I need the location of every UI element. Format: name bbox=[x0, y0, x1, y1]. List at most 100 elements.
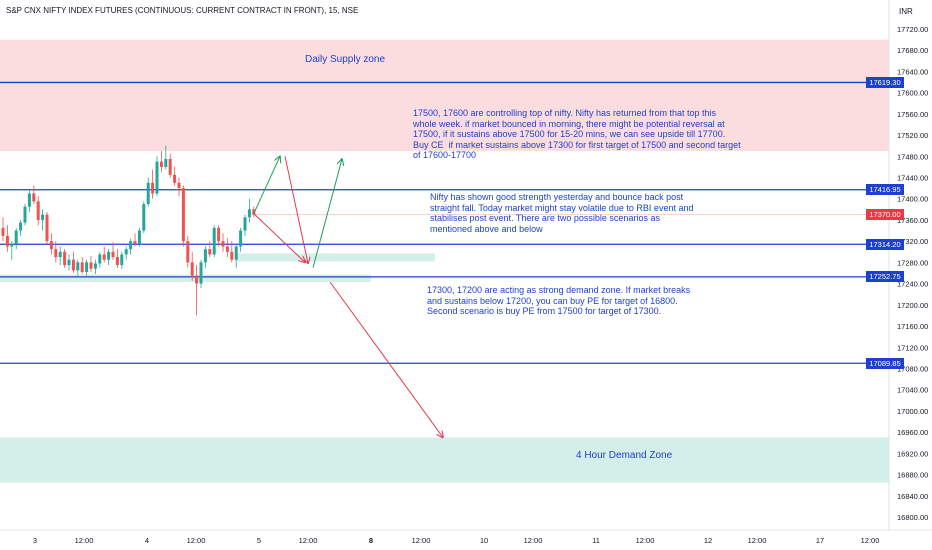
candle-body bbox=[247, 209, 251, 218]
chart-title: S&P CNX NIFTY INDEX FUTURES (CONTINUOUS:… bbox=[6, 6, 359, 15]
time-tick-label: 4 bbox=[145, 536, 149, 545]
candle-body bbox=[164, 158, 168, 167]
price-tick-label: 16960.00 bbox=[897, 428, 928, 437]
candle-body bbox=[71, 259, 75, 271]
time-tick-label: 12:00 bbox=[187, 536, 206, 545]
supply-zone bbox=[0, 39, 889, 151]
time-tick-label: 12:00 bbox=[524, 536, 543, 545]
candle-body bbox=[23, 206, 27, 223]
candle-body bbox=[199, 262, 203, 284]
price-tick-label: 17160.00 bbox=[897, 322, 928, 331]
candle-body bbox=[221, 241, 225, 247]
price-tick-label: 17200.00 bbox=[897, 301, 928, 310]
price-tick-label: 17080.00 bbox=[897, 364, 928, 373]
candle-body bbox=[89, 262, 93, 269]
level-price-tag: 17416.95 bbox=[866, 184, 904, 196]
candle-body bbox=[36, 201, 40, 220]
candle-body bbox=[142, 204, 146, 231]
candle-body bbox=[190, 262, 194, 276]
demand-zone bbox=[0, 274, 371, 283]
price-tick-label: 16920.00 bbox=[897, 449, 928, 458]
price-tick-label: 17600.00 bbox=[897, 89, 928, 98]
note-supply-analysis: 17500, 17600 are controlling top of nift… bbox=[413, 108, 741, 161]
candle-body bbox=[107, 251, 111, 260]
time-tick-label: 12:00 bbox=[412, 536, 431, 545]
candle-body bbox=[14, 230, 18, 244]
candle-body bbox=[54, 249, 58, 258]
time-tick-label: 17 bbox=[816, 536, 824, 545]
time-axis[interactable]: 3 12:00 4 12:00 5 12:00 8 12:00 10 12:00 11 12:00 12… bbox=[33, 536, 879, 545]
candle-body bbox=[203, 249, 207, 263]
time-tick-label: 12 bbox=[704, 536, 712, 545]
red-scenario-arrow bbox=[329, 281, 443, 437]
candle-body bbox=[115, 257, 119, 266]
candle-body bbox=[146, 182, 150, 205]
level-price-tag: 17252.75 bbox=[866, 271, 904, 283]
candle-body bbox=[230, 251, 234, 260]
candle-body bbox=[137, 230, 141, 244]
price-tick-label: 17240.00 bbox=[897, 280, 928, 289]
time-tick-label: 11 bbox=[592, 536, 600, 545]
price-tick-label: 17440.00 bbox=[897, 174, 928, 183]
time-tick-label: 10 bbox=[480, 536, 488, 545]
price-tick-label: 17360.00 bbox=[897, 216, 928, 225]
price-axis[interactable]: 17720.00 17680.00 17640.00 17600.00 17560.00… bbox=[897, 25, 928, 522]
candle-body bbox=[225, 246, 229, 252]
candle-body bbox=[212, 227, 216, 255]
price-tick-label: 17280.00 bbox=[897, 258, 928, 267]
time-tick-label: 5 bbox=[257, 536, 261, 545]
level-price-tag: 17089.85 bbox=[866, 357, 904, 369]
price-tick-label: 17040.00 bbox=[897, 386, 928, 395]
candle-body bbox=[93, 263, 97, 269]
candle-body bbox=[208, 249, 212, 255]
time-tick-label: 12:00 bbox=[299, 536, 318, 545]
demand-zone bbox=[236, 253, 435, 262]
candle-body bbox=[41, 214, 45, 220]
demand-zone-label: 4 Hour Demand Zone bbox=[576, 450, 673, 461]
candle-body bbox=[1, 227, 5, 236]
candle-body bbox=[76, 262, 80, 271]
price-tick-label: 17560.00 bbox=[897, 110, 928, 119]
candle-body bbox=[5, 235, 9, 247]
red-scenario-arrow bbox=[253, 213, 305, 263]
candle-body bbox=[173, 174, 177, 183]
candle-body bbox=[252, 209, 256, 215]
candle-body bbox=[45, 214, 49, 242]
candle-body bbox=[217, 227, 221, 242]
price-tick-label: 17120.00 bbox=[897, 343, 928, 352]
candle-body bbox=[67, 259, 71, 266]
time-tick-label: 3 bbox=[33, 536, 37, 545]
green-scenario-arrow bbox=[253, 156, 280, 214]
time-tick-label: 12:00 bbox=[748, 536, 767, 545]
candle-body bbox=[124, 249, 128, 255]
candle-body bbox=[177, 182, 181, 189]
candle-body bbox=[19, 222, 23, 231]
price-tick-label: 17000.00 bbox=[897, 407, 928, 416]
price-tick-label: 16840.00 bbox=[897, 492, 928, 501]
time-tick-label: 12:00 bbox=[75, 536, 94, 545]
price-tick-label: 17520.00 bbox=[897, 131, 928, 140]
candle-body bbox=[243, 217, 247, 231]
red-scenario-arrow bbox=[284, 156, 308, 263]
price-tick-label: 17720.00 bbox=[897, 25, 928, 34]
candle-body bbox=[32, 193, 36, 202]
candle-body bbox=[27, 193, 31, 207]
candle-body bbox=[181, 188, 185, 242]
candle-body bbox=[120, 254, 124, 266]
time-tick-label: 12:00 bbox=[861, 536, 880, 545]
level-price-tag: 17314.20 bbox=[866, 238, 904, 250]
candle-body bbox=[186, 241, 190, 263]
price-tick-label: 16880.00 bbox=[897, 471, 928, 480]
candle-body bbox=[151, 182, 155, 194]
candle-body bbox=[98, 254, 102, 264]
candle-body bbox=[155, 161, 159, 194]
price-tick-label: 17400.00 bbox=[897, 195, 928, 204]
price-tick-label: 17320.00 bbox=[897, 237, 928, 246]
arrows-layer bbox=[253, 156, 443, 437]
note-market-outlook: Nifty has shown good strength yesterday … bbox=[430, 192, 694, 234]
candle-body bbox=[234, 246, 238, 260]
candle-body bbox=[111, 251, 115, 258]
price-tick-label: 17480.00 bbox=[897, 152, 928, 161]
current-price-tag: 17370.00 bbox=[866, 209, 904, 221]
